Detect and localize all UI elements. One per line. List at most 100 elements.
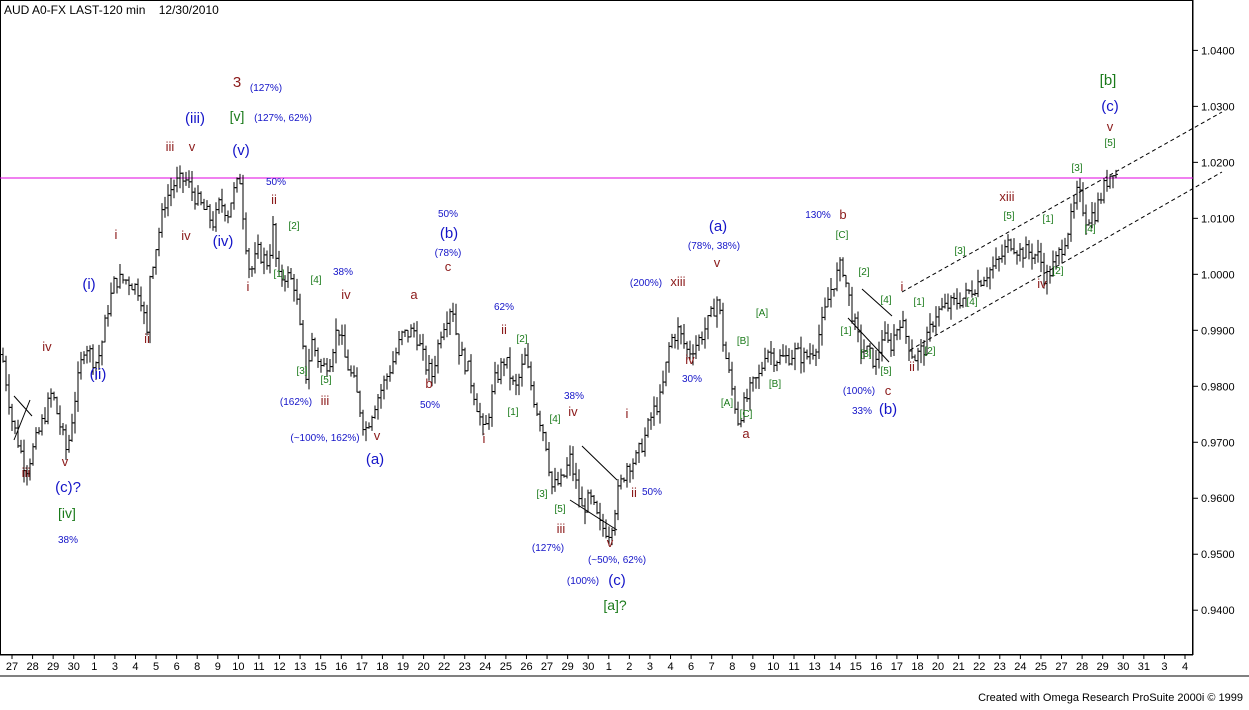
x-tick-label: 24 xyxy=(1014,661,1026,673)
x-tick-label: 14 xyxy=(829,661,841,673)
x-tick-label: 27 xyxy=(541,661,553,673)
x-tick-label: 5 xyxy=(153,661,159,673)
x-tick-label: 11 xyxy=(788,661,799,673)
wave-label: [B] xyxy=(769,379,781,390)
wave-label: i xyxy=(626,406,629,421)
x-tick-label: 25 xyxy=(500,661,512,673)
y-tick-label: 0.9400 xyxy=(1201,605,1235,617)
wave-label: (~50%, 62%) xyxy=(588,555,646,566)
wave-label: i xyxy=(483,431,486,446)
wedge-line-a2 xyxy=(581,445,618,481)
wave-label: [4] xyxy=(549,414,560,425)
x-tick-label: 1 xyxy=(91,661,97,673)
wave-label: [iv] xyxy=(58,505,76,521)
channel-upper-line xyxy=(901,111,1223,293)
x-tick-label: 23 xyxy=(994,661,1006,673)
x-tick-label: 6 xyxy=(174,661,180,673)
wave-label: iii xyxy=(321,393,330,408)
wave-label: [4] xyxy=(966,297,977,308)
wave-label: [4] xyxy=(310,275,321,286)
y-tick-label: 1.0100 xyxy=(1201,213,1235,225)
x-tick-label: 22 xyxy=(438,661,450,673)
wave-labels: 3 (127%)(iii) [v] (127%, 62%)(v)iii v50%iv (i… xyxy=(22,72,1119,613)
wave-label: [v] xyxy=(230,108,245,124)
wave-label: 50% xyxy=(642,487,662,498)
wave-label: 30% xyxy=(682,374,702,385)
wave-label: [2] xyxy=(1052,266,1063,277)
y-tick-label: 1.0000 xyxy=(1201,269,1235,281)
wave-label: [C] xyxy=(836,230,849,241)
wedge-line-a1 xyxy=(569,499,618,531)
wave-label: v xyxy=(374,428,381,443)
wave-label: (b) xyxy=(440,225,458,242)
x-tick-label: 23 xyxy=(459,661,471,673)
wave-label: iv xyxy=(1037,276,1047,291)
wave-label: 38% xyxy=(564,391,584,402)
wave-label: [b] xyxy=(1100,72,1117,89)
wave-label: [1] xyxy=(273,269,284,280)
x-tick-label: 29 xyxy=(47,661,59,673)
x-tick-label: 19 xyxy=(397,661,409,673)
wave-label: (100%) xyxy=(567,576,599,587)
wave-label: ii xyxy=(144,331,150,346)
wave-label: [2] xyxy=(516,334,527,345)
x-axis-band xyxy=(0,655,1249,688)
wave-label: [2] xyxy=(288,221,299,232)
x-tick-label: 4 xyxy=(667,661,673,673)
x-tick-label: 17 xyxy=(356,661,368,673)
wave-label: [B] xyxy=(737,336,749,347)
wave-label: xiii xyxy=(999,189,1014,204)
wave-label: [A] xyxy=(756,308,768,319)
wave-label: (a) xyxy=(366,451,384,468)
x-tick-label: 24 xyxy=(479,661,491,673)
x-tick-label: 28 xyxy=(26,661,38,673)
wave-label: b xyxy=(839,207,846,222)
channel-lower-line xyxy=(909,171,1223,351)
wave-label: xiii xyxy=(670,274,685,289)
x-tick-label: 31 xyxy=(1138,661,1150,673)
wave-label: [2] xyxy=(924,346,935,357)
wave-label: (iv) xyxy=(213,233,234,250)
x-tick-label: 8 xyxy=(194,661,200,673)
wave-label: [1] xyxy=(507,407,518,418)
wave-label: (iii) xyxy=(185,110,205,127)
wave-label: [A] xyxy=(721,398,733,409)
wave-label: ii xyxy=(501,322,507,337)
x-tick-label: 30 xyxy=(68,661,80,673)
x-tick-label: 1 xyxy=(606,661,612,673)
wave-label: [1] xyxy=(913,297,924,308)
chart-header: AUD A0-FX LAST-120 min 12/30/2010 xyxy=(4,3,219,17)
x-tick-label: 25 xyxy=(1035,661,1047,673)
wave-label: [3] xyxy=(954,246,965,257)
wave-label: (78%, 38%) xyxy=(688,241,740,252)
wave-label: (127%, 62%) xyxy=(254,113,312,124)
wave-label: (127%) xyxy=(250,83,282,94)
footer-credit: Created with Omega Research ProSuite 200… xyxy=(978,692,1243,704)
wave-label: v xyxy=(62,454,69,469)
y-tick-label: 0.9600 xyxy=(1201,493,1235,505)
x-tick-label: 27 xyxy=(1055,661,1067,673)
wave-label: i xyxy=(247,279,250,294)
x-tick-label: 3 xyxy=(1161,661,1167,673)
wave-label: iv xyxy=(685,352,695,367)
wave-label: (~100%, 162%) xyxy=(290,433,359,444)
wave-label: c xyxy=(885,383,892,398)
wave-label: iii xyxy=(557,521,566,536)
x-tick-label: 10 xyxy=(767,661,779,673)
y-tick-label: 0.9900 xyxy=(1201,325,1235,337)
wave-label: [4] xyxy=(1084,224,1095,235)
x-tick-label: 30 xyxy=(582,661,594,673)
y-axis-ticks: 1.0400 1.0300 1.0200 1.0100 1.0000 0.9900 0.98… xyxy=(1193,45,1235,617)
wave-label: iv xyxy=(568,404,578,419)
wave-label: [5] xyxy=(320,375,331,386)
wave-label: i xyxy=(901,279,904,294)
x-tick-label: 17 xyxy=(891,661,903,673)
wave-label: iv xyxy=(42,339,52,354)
wave-label: [C] xyxy=(740,409,753,420)
wave-label: [4] xyxy=(880,295,891,306)
wave-label: [3] xyxy=(1071,163,1082,174)
x-tick-label: 22 xyxy=(973,661,985,673)
wave-label: (c) xyxy=(608,572,626,589)
plot-frame xyxy=(0,0,1193,655)
